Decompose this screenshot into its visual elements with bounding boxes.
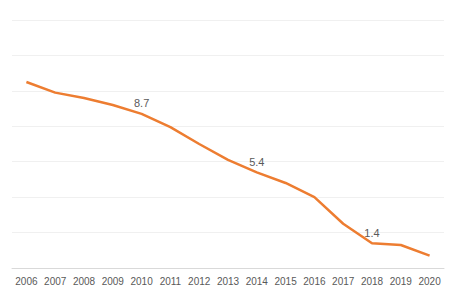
svg-text:2009: 2009 (102, 276, 125, 287)
svg-text:2011: 2011 (160, 276, 182, 287)
svg-text:2010: 2010 (130, 276, 153, 287)
svg-text:2016: 2016 (303, 276, 326, 287)
svg-text:2017: 2017 (332, 276, 355, 287)
svg-text:5.4: 5.4 (249, 156, 264, 168)
svg-text:2012: 2012 (188, 276, 211, 287)
svg-text:2013: 2013 (217, 276, 240, 287)
svg-text:1.4: 1.4 (364, 227, 379, 239)
svg-text:2008: 2008 (73, 276, 96, 287)
svg-text:8.7: 8.7 (134, 97, 149, 109)
svg-text:2018: 2018 (361, 276, 384, 287)
svg-text:2007: 2007 (44, 276, 67, 287)
svg-text:2014: 2014 (246, 276, 269, 287)
svg-text:2015: 2015 (274, 276, 297, 287)
svg-text:2020: 2020 (418, 276, 441, 287)
svg-text:2006: 2006 (15, 276, 38, 287)
svg-text:2019: 2019 (390, 276, 413, 287)
